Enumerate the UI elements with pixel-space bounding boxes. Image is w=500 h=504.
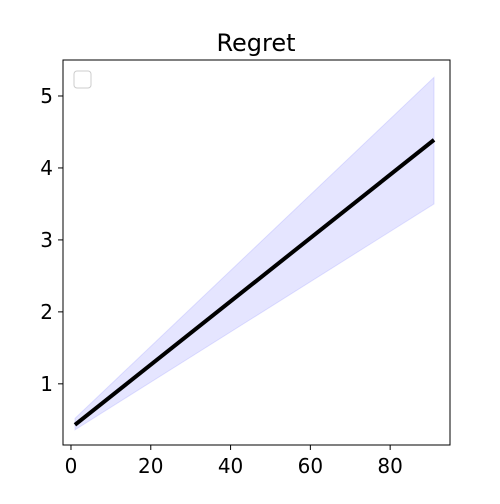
y-tick-label: 4 (40, 156, 53, 180)
confidence-band-layer (74, 76, 435, 431)
x-tick-label: 60 (298, 454, 323, 478)
chart-title: Regret (216, 29, 295, 57)
y-tick-label: 2 (40, 300, 53, 324)
x-tick-label: 0 (65, 454, 78, 478)
y-axis: 1 2 3 4 5 (40, 84, 63, 396)
y-tick-label: 3 (40, 228, 53, 252)
x-tick-label: 20 (138, 454, 163, 478)
y-tick-label: 5 (40, 84, 53, 108)
y-tick-label: 1 (40, 372, 53, 396)
x-tick-label: 80 (377, 454, 402, 478)
x-tick-label: 40 (218, 454, 243, 478)
series-line (73, 138, 436, 427)
legend-box (73, 70, 92, 89)
x-axis: 0 20 40 60 80 (65, 445, 403, 478)
confidence-band (74, 76, 435, 431)
plot-frame (62, 59, 451, 446)
series-line-layer (73, 138, 436, 427)
